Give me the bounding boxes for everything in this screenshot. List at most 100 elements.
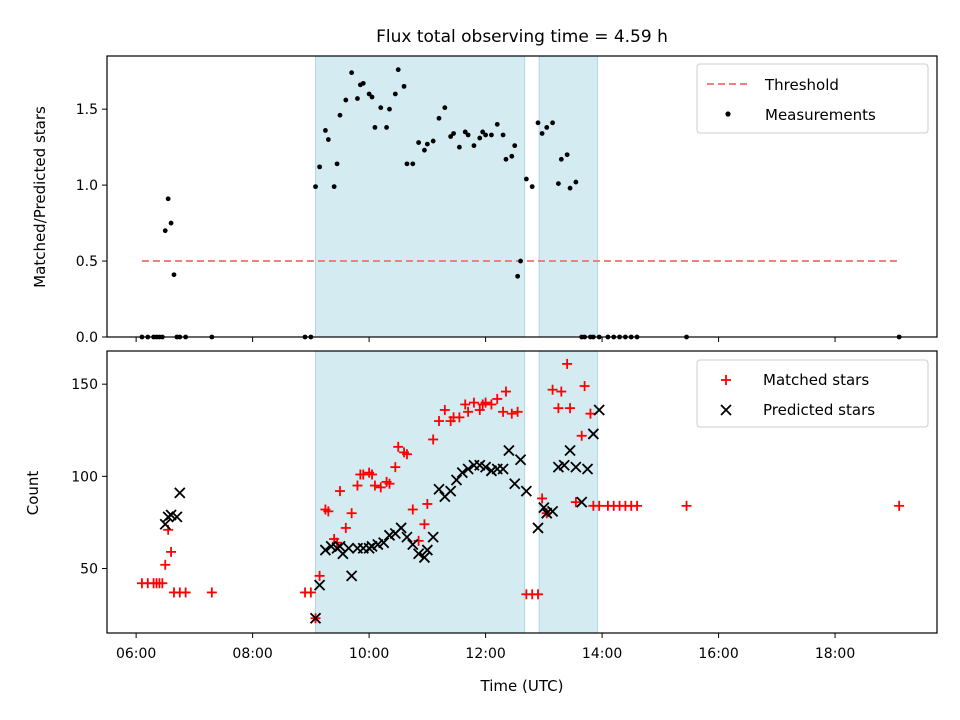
top-legend-measurements-label: Measurements: [765, 106, 876, 124]
matched-star-point: [166, 546, 177, 557]
predicted-star-point-b: [401, 531, 413, 543]
matched-star-point: [157, 578, 168, 589]
measurement-point: [448, 134, 454, 139]
matched-star-point: [367, 469, 378, 480]
measurement-point: [355, 96, 360, 101]
measurement-point: [401, 83, 407, 89]
x-tick-label: 08:00: [232, 646, 272, 662]
predicted-star-point-b: [576, 496, 588, 508]
measurement-point: [165, 196, 171, 202]
measurement-point: [337, 112, 343, 118]
measurement-point: [317, 164, 322, 170]
predicted-star-point-b: [564, 444, 576, 457]
bottom-plot-frame: [106, 350, 938, 634]
measurement-point: [424, 141, 430, 147]
bottom-y-tick-label: 50: [80, 561, 98, 577]
predicted-star-point: [395, 522, 407, 534]
matched-star-point: [562, 358, 573, 369]
bottom-shaded-intervals: [315, 350, 598, 634]
matched-star-point: [570, 497, 581, 508]
matched-star-point: [537, 493, 548, 504]
matched-star-point: [553, 403, 564, 414]
predicted-star-point: [343, 542, 355, 554]
matched-star-point: [579, 381, 590, 392]
matched-star-point: [500, 386, 511, 397]
predicted-star-point: [503, 444, 515, 457]
bottom-matched-layer: [136, 358, 905, 624]
matched-star-point: [468, 397, 479, 408]
measurement-point: [494, 121, 500, 127]
matched-star-point: [160, 559, 171, 570]
predicted-star-point-b: [319, 544, 332, 556]
predicted-star-point: [532, 522, 544, 534]
matched-star-point: [428, 434, 439, 445]
measurement-point: [512, 143, 518, 149]
x-tick-label: 16:00: [698, 646, 738, 662]
predicted-star-point: [587, 428, 599, 440]
measurement-point: [483, 132, 488, 138]
matched-star-point: [533, 589, 544, 600]
predicted-star-point: [159, 518, 171, 530]
predicted-star-point-b: [345, 570, 358, 582]
predicted-star-point-b: [462, 463, 474, 475]
predicted-star-point-b: [407, 538, 419, 551]
predicted-star-point-b: [171, 511, 183, 523]
measurement-point: [503, 156, 509, 162]
measurement-point: [567, 185, 573, 191]
measurement-point: [465, 132, 471, 138]
measurement-point: [349, 70, 355, 76]
top-y-ticks: 0.0 0.5 1.0 1.5: [76, 102, 107, 346]
predicted-star-point: [334, 540, 346, 553]
measurement-point: [422, 147, 427, 153]
bottom-panel: 50 100 150 06:00 08:00 10:00 12:00 14:00 16:00 1…: [24, 350, 938, 695]
predicted-star-point-b: [520, 485, 533, 497]
top-shaded-interval-1: [538, 55, 598, 338]
bottom-y-tick-label: 150: [71, 377, 98, 393]
predicted-star-point-b: [593, 404, 605, 416]
predicted-star-point: [509, 478, 521, 490]
predicted-star-point-b: [433, 483, 445, 495]
top-points-layer: [139, 67, 902, 340]
measurement-point: [442, 105, 448, 111]
matched-star-point: [334, 486, 345, 497]
predicted-star-point-b: [159, 518, 171, 530]
predicted-star-point: [421, 544, 433, 556]
measurement-point: [360, 80, 366, 86]
x-tick-label: 14:00: [582, 646, 622, 662]
predicted-star-point-b: [174, 487, 186, 499]
matched-star-point: [346, 508, 357, 519]
measurement-point: [523, 176, 529, 182]
measurement-point: [573, 179, 579, 185]
matched-star-point: [390, 462, 401, 473]
predicted-star-point: [445, 485, 457, 497]
measurement-point: [416, 140, 422, 145]
top-y-tick-label: 1.5: [76, 102, 98, 118]
measurement-point: [451, 131, 456, 136]
measurement-point: [544, 124, 550, 130]
predicted-star-point: [309, 612, 322, 624]
measurement-point: [456, 144, 462, 150]
measurement-point: [558, 156, 564, 162]
matched-star-point: [454, 412, 465, 423]
predicted-star-point-b: [445, 485, 457, 497]
bottom-legend: Matched stars Predicted stars: [696, 359, 929, 428]
measurement-point: [392, 91, 398, 97]
predicted-star-point-b: [309, 612, 322, 624]
measurement-point: [480, 129, 486, 135]
predicted-star-point-b: [474, 459, 486, 471]
bottom-predicted-layer: [159, 404, 605, 624]
x-tick-label: 18:00: [815, 646, 855, 662]
predicted-star-point-b: [313, 579, 326, 591]
measurement-point: [395, 67, 401, 73]
matched-star-point: [486, 399, 497, 410]
predicted-star-point-b: [165, 509, 177, 521]
measurement-point: [477, 135, 483, 141]
matched-star-point: [434, 416, 444, 427]
top-shaded-intervals: [315, 55, 598, 338]
predicted-star-point: [433, 483, 445, 495]
matched-star-point: [180, 587, 191, 598]
predicted-star-point: [418, 551, 431, 564]
top-legend: Threshold Measurements: [696, 63, 929, 134]
measurement-point: [471, 143, 477, 149]
